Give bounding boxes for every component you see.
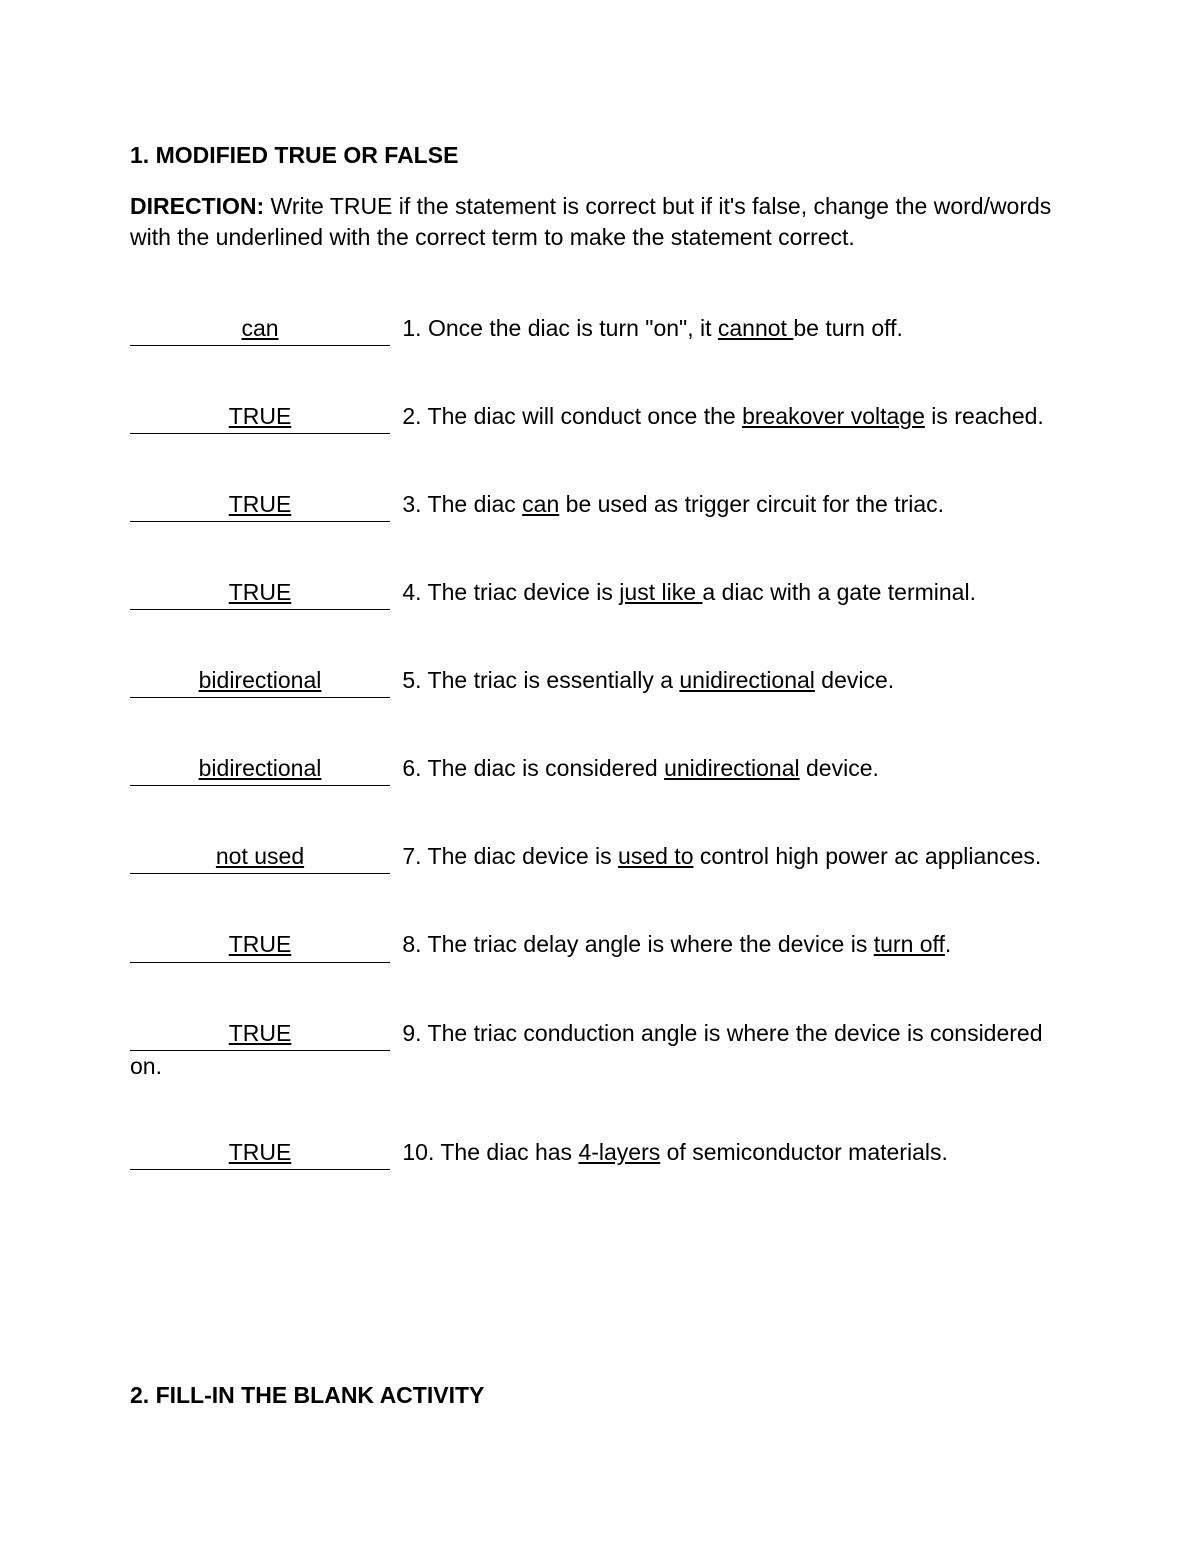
answer-slot[interactable]: can [130, 313, 390, 346]
question-pre: The diac [422, 491, 523, 517]
question-num: 6. [402, 755, 421, 781]
answer-slot[interactable]: TRUE [130, 1137, 390, 1170]
question-pre: The triac is essentially a [422, 667, 680, 693]
direction-text: Write TRUE if the statement is correct b… [130, 193, 1051, 250]
question-num: 5. [402, 667, 421, 693]
question-post: of semiconductor materials. [660, 1139, 948, 1165]
question-post: be turn off. [793, 315, 903, 341]
question-num: 3. [402, 491, 421, 517]
question-underlined: unidirectional [664, 755, 800, 781]
question-post: . [945, 931, 951, 957]
answer-slot[interactable]: TRUE [130, 401, 390, 434]
question-pre: The diac device is [422, 843, 618, 869]
question-row: bidirectional 5. The triac is essentiall… [130, 665, 1070, 698]
question-num: 10. [402, 1139, 434, 1165]
answer-slot[interactable]: bidirectional [130, 665, 390, 698]
question-pre: The diac has [434, 1139, 578, 1165]
question-pre: The diac will conduct once the [422, 403, 742, 429]
direction-block: DIRECTION: Write TRUE if the statement i… [130, 191, 1070, 253]
question-num: 4. [402, 579, 421, 605]
question-post: control high power ac appliances. [694, 843, 1042, 869]
question-row: bidirectional 6. The diac is considered … [130, 753, 1070, 786]
question-row: TRUE 9. The triac conduction angle is wh… [130, 1018, 1070, 1082]
question-num: 9. [402, 1020, 421, 1046]
question-row: not used 7. The diac device is used to c… [130, 841, 1070, 874]
question-underlined: unidirectional [679, 667, 815, 693]
question-post: device. [815, 667, 894, 693]
question-row: can 1. Once the diac is turn "on", it ca… [130, 313, 1070, 346]
question-pre: The triac device is [422, 579, 620, 605]
question-row: TRUE 3. The diac can be used as trigger … [130, 489, 1070, 522]
answer-slot[interactable]: TRUE [130, 577, 390, 610]
answer-slot[interactable]: not used [130, 841, 390, 874]
question-pre: The triac delay angle is where the devic… [422, 931, 874, 957]
question-row: TRUE 2. The diac will conduct once the b… [130, 401, 1070, 434]
question-post: be used as trigger circuit for the triac… [559, 491, 944, 517]
question-pre: The diac is considered [422, 755, 665, 781]
question-row: TRUE 10. The diac has 4-layers of semico… [130, 1137, 1070, 1170]
answer-slot[interactable]: TRUE [130, 1018, 390, 1051]
question-row: TRUE 8. The triac delay angle is where t… [130, 929, 1070, 962]
worksheet-page: 1. MODIFIED TRUE OR FALSE DIRECTION: Wri… [0, 0, 1200, 1553]
question-num: 1. [402, 315, 421, 341]
section1-title: 1. MODIFIED TRUE OR FALSE [130, 140, 1070, 171]
question-num: 7. [402, 843, 421, 869]
section2-title: 2. FILL-IN THE BLANK ACTIVITY [130, 1380, 1070, 1411]
question-pre: Once the diac is turn "on", it [422, 315, 718, 341]
question-underlined: can [522, 491, 559, 517]
question-underlined: used to [618, 843, 693, 869]
direction-label: DIRECTION: [130, 193, 264, 219]
answer-slot[interactable]: bidirectional [130, 753, 390, 786]
question-underlined: just like [619, 579, 702, 605]
question-post: is reached. [925, 403, 1044, 429]
question-row: TRUE 4. The triac device is just like a … [130, 577, 1070, 610]
answer-slot[interactable]: TRUE [130, 489, 390, 522]
question-underlined: turn off [874, 931, 945, 957]
question-underlined: 4-layers [578, 1139, 660, 1165]
question-underlined: breakover voltage [742, 403, 925, 429]
question-post: device. [800, 755, 879, 781]
answer-slot[interactable]: TRUE [130, 929, 390, 962]
question-num: 8. [402, 931, 421, 957]
question-num: 2. [402, 403, 421, 429]
question-post: a diac with a gate terminal. [702, 579, 976, 605]
question-underlined: cannot [718, 315, 793, 341]
